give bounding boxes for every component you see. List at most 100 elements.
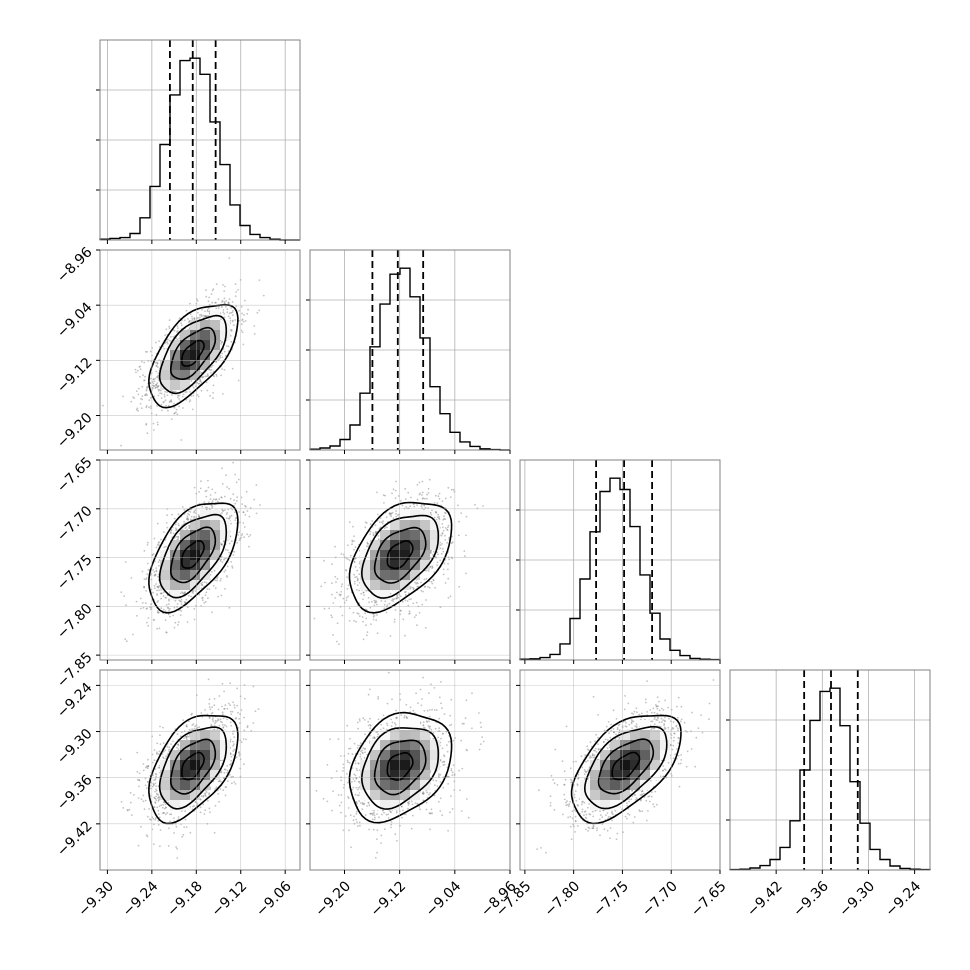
scatter-point <box>184 601 187 604</box>
density-cell <box>370 540 380 550</box>
scatter-point <box>431 566 434 568</box>
scatter-point <box>342 553 345 556</box>
scatter-point <box>222 284 224 286</box>
scatter-point <box>334 545 336 548</box>
density-cell <box>180 580 190 590</box>
scatter-point <box>443 562 446 565</box>
scatter-point <box>406 600 409 602</box>
scatter-point <box>227 301 230 304</box>
scatter-point <box>201 596 204 599</box>
contour-line <box>148 502 239 614</box>
scatter-point <box>223 297 226 300</box>
scatter-point <box>367 597 370 599</box>
scatter-point <box>345 596 348 599</box>
scatter-point <box>196 300 199 302</box>
scatter-point <box>438 515 440 518</box>
scatter-point <box>221 483 224 485</box>
scatter-point <box>185 598 188 601</box>
scatter-point <box>376 491 378 494</box>
scatter-point <box>180 598 183 601</box>
scatter-point <box>208 310 211 313</box>
scatter-point <box>153 574 156 577</box>
scatter-point <box>212 392 215 394</box>
scatter-point <box>214 579 217 582</box>
scatter-point <box>156 376 158 379</box>
density-cell <box>400 520 410 530</box>
scatter-point <box>178 524 180 527</box>
scatter-point <box>161 409 163 412</box>
scatter-point <box>240 534 243 537</box>
scatter-point <box>416 581 418 584</box>
scatter-point <box>216 500 219 503</box>
scatter-point <box>157 600 160 602</box>
scatter-point <box>156 742 159 745</box>
scatter-point <box>183 520 186 523</box>
scatter-point <box>143 585 145 588</box>
scatter-point <box>212 585 215 587</box>
scatter-point <box>157 372 160 374</box>
scatter-point <box>182 833 185 836</box>
scatter-point <box>165 604 168 606</box>
scatter-point <box>231 301 234 303</box>
scatter-point <box>235 517 237 519</box>
scatter-point <box>152 378 155 381</box>
scatter-point <box>451 557 454 560</box>
scatter-point <box>175 535 178 538</box>
scatter-point <box>353 583 356 585</box>
scatter-point <box>431 509 433 512</box>
scatter-point <box>208 296 211 299</box>
scatter-point <box>458 520 460 523</box>
scatter-point <box>196 382 199 384</box>
scatter-point <box>441 500 444 502</box>
scatter-point <box>412 588 415 591</box>
scatter-point <box>424 585 426 588</box>
contour-line <box>170 526 217 584</box>
scatter-point <box>241 533 244 535</box>
scatter-point <box>166 526 169 529</box>
scatter-point <box>138 366 141 368</box>
scatter-point <box>157 753 160 755</box>
scatter-point <box>231 320 234 323</box>
scatter-point <box>348 521 351 524</box>
scatter-point <box>140 397 142 400</box>
scatter-point <box>431 567 433 569</box>
scatter-point <box>160 397 163 399</box>
density-cell <box>200 550 210 560</box>
scatter-point <box>420 589 423 592</box>
density-cell <box>190 320 200 330</box>
scatter-point <box>179 592 182 595</box>
scatter-point <box>146 351 149 353</box>
scatter-point <box>188 524 191 527</box>
scatter-point <box>223 509 226 511</box>
scatter-point <box>164 545 167 548</box>
scatter-point <box>190 515 193 518</box>
scatter-point <box>146 432 149 435</box>
scatter-point <box>228 542 231 545</box>
scatter-point <box>146 394 149 396</box>
scatter-point <box>431 565 433 568</box>
scatter-point <box>229 515 231 517</box>
scatter-point <box>432 579 435 582</box>
scatter-point <box>186 517 189 519</box>
scatter-point <box>204 375 207 378</box>
scatter-point <box>156 610 159 612</box>
scatter-point <box>207 501 210 504</box>
scatter-point <box>346 576 348 578</box>
density-cell <box>220 530 230 540</box>
scatter-point <box>153 385 155 388</box>
scatter-point <box>352 611 355 614</box>
scatter-point <box>365 617 368 620</box>
scatter-point <box>370 623 372 626</box>
contour-line <box>158 314 228 395</box>
scatter-point <box>167 404 170 407</box>
scatter-point <box>223 368 226 371</box>
scatter-point <box>178 405 181 408</box>
scatter-point <box>185 309 188 312</box>
density-cell <box>380 550 390 560</box>
scatter-point <box>223 300 226 303</box>
scatter-point <box>331 582 333 585</box>
scatter-point <box>183 601 186 603</box>
scatter-point <box>204 314 206 317</box>
scatter-point <box>253 332 256 335</box>
scatter-point <box>230 522 233 525</box>
